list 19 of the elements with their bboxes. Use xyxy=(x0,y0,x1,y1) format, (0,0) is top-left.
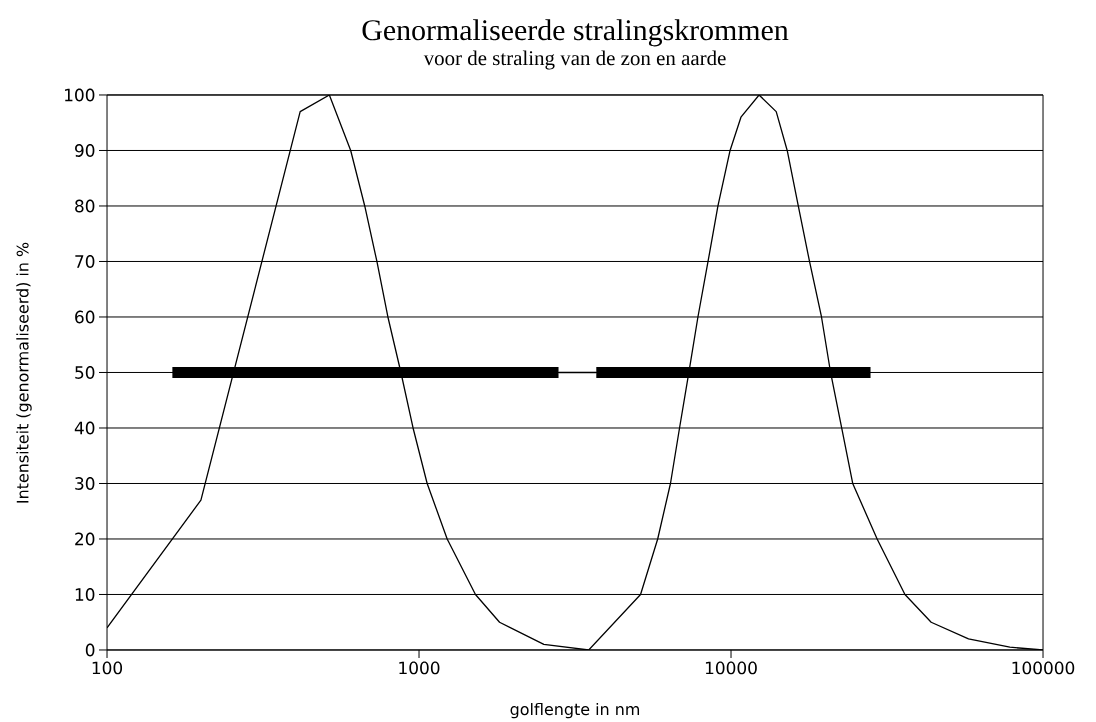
x-axis-title: golflengte in nm xyxy=(510,702,640,719)
y-tick-label: 40 xyxy=(74,421,95,435)
x-tick-label: 10000 xyxy=(705,661,757,675)
y-tick-label: 90 xyxy=(75,144,95,157)
x-tick-label: 100 xyxy=(92,661,123,675)
y-axis-title: Intensiteit (genormaliseerd) in % xyxy=(16,242,32,503)
chart-title: Genormaliseerde stralingskrommen xyxy=(362,19,789,47)
y-tick-label: 60 xyxy=(75,310,95,324)
chart-subtitle: voor de straling van de zon en aarde xyxy=(423,50,726,70)
y-tick-label: 70 xyxy=(75,255,95,268)
y-tick-label: 0 xyxy=(85,643,95,657)
y-tick-label: 30 xyxy=(75,477,95,490)
y-tick-label: 50 xyxy=(75,366,95,379)
x-tick-label: 1000 xyxy=(399,661,440,675)
y-tick-label: 100 xyxy=(65,88,95,102)
y-tick-label: 20 xyxy=(75,532,95,546)
y-tick-label: 10 xyxy=(75,588,95,601)
x-tick-label: 100000 xyxy=(1012,661,1075,675)
y-tick-label: 80 xyxy=(75,199,95,213)
